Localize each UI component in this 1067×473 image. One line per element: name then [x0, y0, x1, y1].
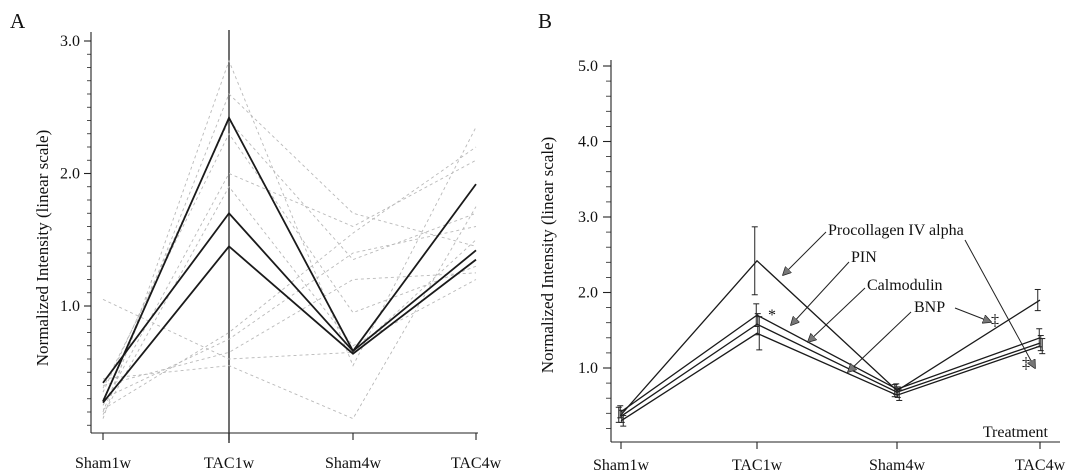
panel-b-x-tick-labels: Sham1w TAC1w Sham4w TAC4w [593, 457, 1066, 473]
panel-a-background-line [102, 132, 477, 389]
significance-dagger-1: ‡ [991, 312, 999, 329]
annotation-calmodulin: Calmodulin [867, 277, 943, 294]
panel-b-series-line [620, 259, 1041, 416]
panel-b-x-axis-label: Treatment [983, 424, 1049, 441]
panel-a-x-tick-label: Sham1w [75, 455, 131, 472]
significance-star: * [768, 307, 776, 324]
panel-b-x-tick-label: TAC4w [1015, 457, 1066, 473]
annotation-pin: PIN [851, 249, 877, 266]
annotation-procollagen: Procollagen IV alpha [828, 222, 964, 239]
panel-a-highlight-line [102, 115, 477, 402]
panel-a: A Normalized Intensity (linear scale) Sh… [10, 9, 502, 472]
panel-a-ticks [84, 40, 477, 440]
panel-a-highlight-line [102, 211, 477, 384]
panel-b-series-line [620, 323, 1041, 417]
panel-b-y-axis-label: Normalized Intensity (linear scale) [538, 137, 557, 373]
panel-b-y-tick-label: 1.0 [578, 360, 598, 377]
panel-a-y-tick-labels: 1.0 2.0 3.0 [60, 33, 80, 315]
panel-b-series-lines [620, 259, 1041, 422]
panel-a-faint-lines [102, 59, 477, 420]
arrow-procollagen-2 [964, 239, 1035, 368]
panel-a-x-tick-label: TAC1w [204, 455, 255, 472]
panel-b-x-tick-label: Sham1w [593, 457, 649, 473]
panel-a-letter: A [10, 9, 26, 33]
panel-a-background-line [102, 185, 477, 415]
arrow-pin [791, 261, 850, 325]
panel-b-error-bars [615, 226, 1046, 427]
arrow-calmodulin [808, 287, 866, 342]
panel-b-y-tick-labels: 1.0 2.0 3.0 4.0 5.0 [578, 58, 598, 377]
panel-a-x-tick-label: Sham4w [325, 455, 381, 472]
panel-b-y-tick-label: 4.0 [578, 134, 598, 151]
panel-a-y-tick-label: 2.0 [60, 166, 80, 183]
panel-a-background-line [102, 93, 477, 413]
panel-b-y-tick-label: 3.0 [578, 209, 598, 226]
panel-b-annotations: Procollagen IV alpha PIN Calmodulin BNP … [768, 222, 1035, 372]
panel-b-series-line [620, 332, 1041, 422]
panel-a-y-axis-label: Normalized Intensity (linear scale) [33, 130, 52, 366]
panel-b-y-tick-label: 5.0 [578, 58, 598, 75]
panel-a-background-line [102, 272, 477, 386]
panel-a-x-tick-labels: Sham1w TAC1w Sham4w TAC4w [75, 455, 502, 472]
panel-b-x-tick-label: Sham4w [869, 457, 925, 473]
panel-b-x-tick-label: TAC1w [732, 457, 783, 473]
arrow-bnp-1 [848, 311, 912, 372]
panel-a-background-line [102, 119, 477, 393]
panel-a-background-line [102, 146, 477, 410]
panel-a-y-tick-label: 1.0 [60, 298, 80, 315]
annotation-bnp: BNP [914, 299, 945, 316]
panel-b-ticks [603, 65, 1041, 449]
panel-b: B Normalized Intensity (linear scale) Sh… [538, 9, 1066, 473]
panel-a-background-line [102, 59, 477, 419]
significance-dagger-2: ‡ [1022, 355, 1030, 372]
panel-a-y-tick-label: 3.0 [60, 33, 80, 50]
arrow-procollagen-1 [783, 231, 827, 275]
panel-b-series-line [620, 314, 1041, 413]
panel-a-highlight-line [102, 245, 477, 404]
panel-a-x-tick-label: TAC4w [451, 455, 502, 472]
panel-b-letter: B [538, 9, 552, 33]
panel-a-background-line [102, 159, 477, 406]
panel-a-background-line [102, 206, 477, 420]
arrow-bnp-2 [954, 307, 991, 322]
panel-b-y-tick-label: 2.0 [578, 285, 598, 302]
panel-a-highlight-lines [102, 115, 477, 404]
